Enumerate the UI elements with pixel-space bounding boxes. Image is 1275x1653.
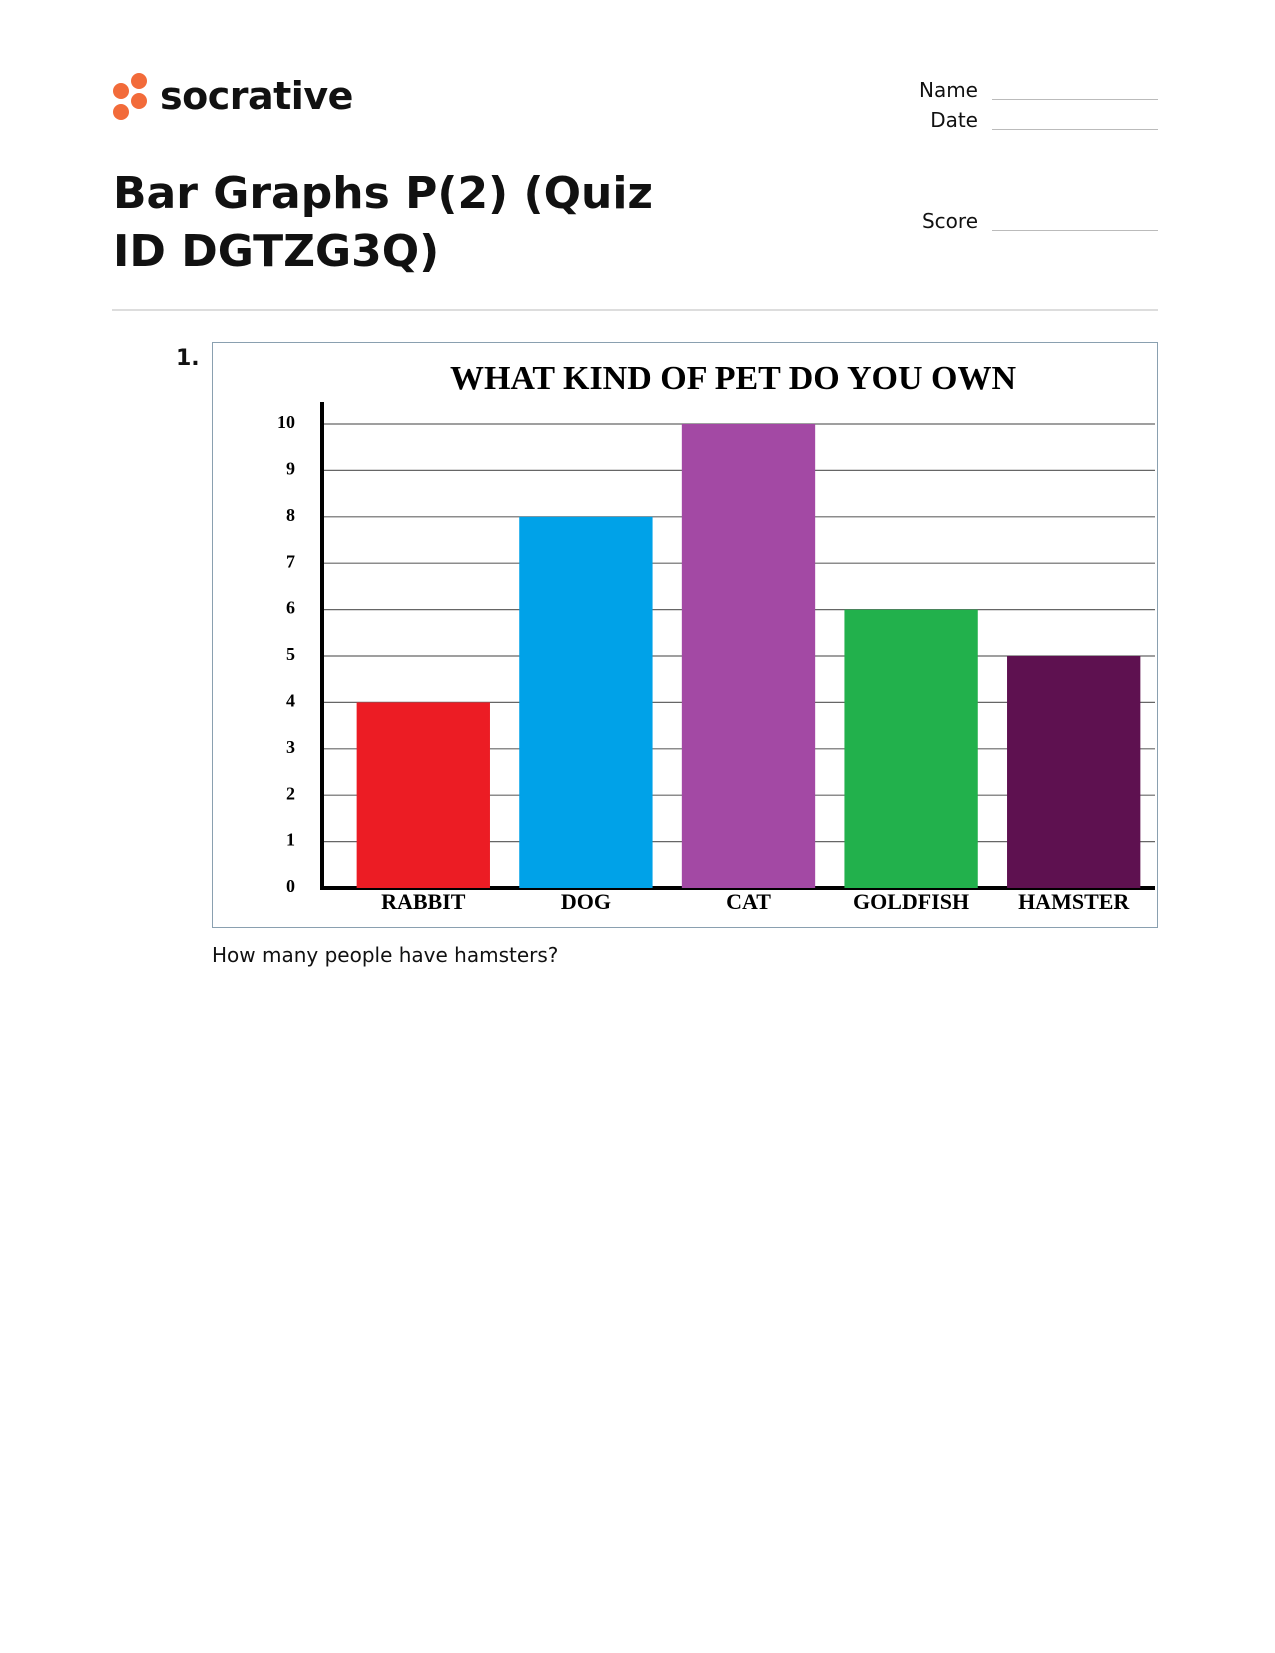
y-tick-label: 6	[286, 598, 295, 618]
chart: WHAT KIND OF PET DO YOU OWN 0 1 2 3 4 5 6 7 8 9 10…	[212, 342, 1158, 928]
question-number: 1.	[176, 346, 200, 371]
field-line	[992, 99, 1158, 100]
x-tick-label: GOLDFISH	[853, 889, 969, 914]
y-tick-label: 9	[286, 459, 295, 479]
y-tick-label: 1	[286, 830, 295, 850]
bar	[1007, 656, 1141, 888]
chart-title: WHAT KIND OF PET DO YOU OWN	[450, 360, 1017, 397]
bar	[681, 424, 816, 888]
field-label: Name	[918, 78, 978, 102]
y-tick-label: 7	[286, 551, 295, 571]
field-line	[992, 129, 1158, 130]
y-tick-label: 10	[277, 412, 295, 432]
field-line	[992, 230, 1158, 231]
bar	[844, 609, 978, 888]
field-label: Date	[930, 108, 978, 132]
x-tick-label: HAMSTER	[1018, 889, 1130, 914]
y-tick-label: 5	[286, 644, 295, 664]
x-tick-label: RABBIT	[381, 889, 466, 914]
question-text: How many people have hamsters?	[212, 943, 559, 967]
brand: socrative	[160, 74, 353, 118]
y-tick-label: 4	[286, 691, 295, 711]
bar	[519, 516, 653, 888]
field-label: Score	[921, 209, 978, 233]
y-tick-label: 3	[286, 737, 295, 757]
y-tick-label: 8	[286, 505, 295, 525]
y-tick-label: 0	[286, 876, 295, 896]
x-tick-label: DOG	[561, 889, 611, 914]
x-tick-label: CAT	[726, 889, 771, 914]
divider	[112, 309, 1158, 311]
bar	[356, 702, 490, 888]
y-tick-label: 2	[286, 783, 295, 803]
logo	[113, 73, 147, 120]
document-title: Bar Graphs P(2) (Quiz ID DGTZG3Q)	[113, 168, 654, 277]
